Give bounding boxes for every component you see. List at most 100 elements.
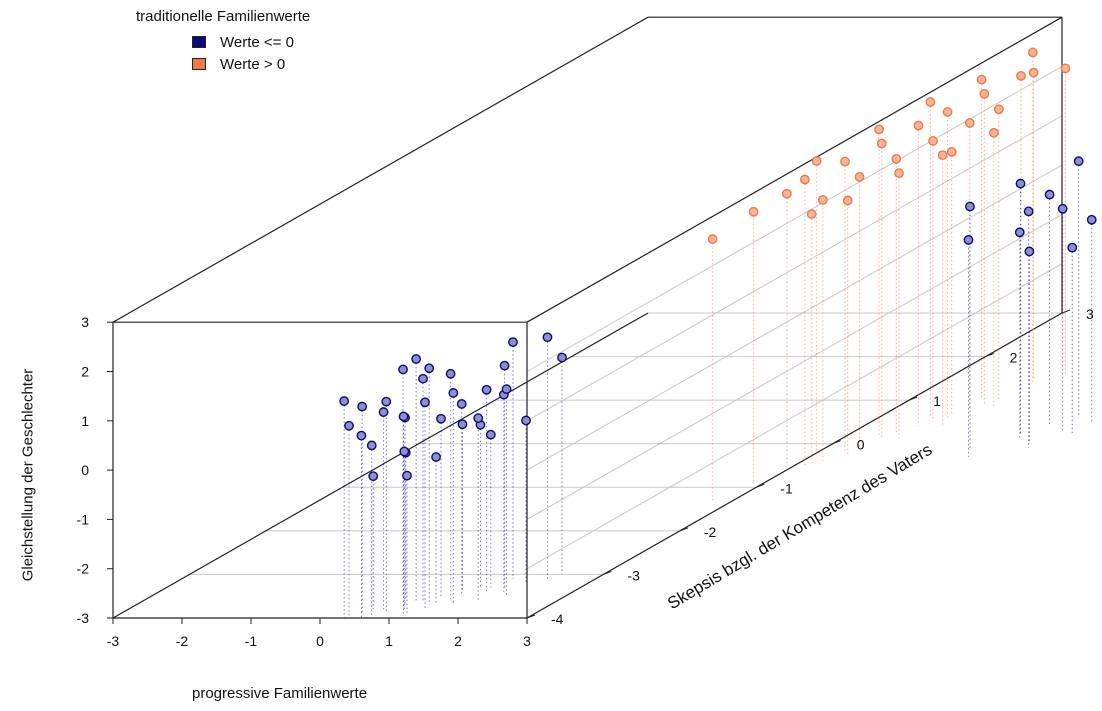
point-werte-low bbox=[418, 373, 428, 384]
point-werte-low bbox=[1024, 246, 1035, 257]
point-werte-high bbox=[964, 118, 975, 128]
y-tick-label: 2 bbox=[81, 364, 89, 380]
point-werte-high bbox=[1028, 67, 1039, 78]
y-tick-label: -2 bbox=[77, 561, 90, 577]
point-werte-high bbox=[937, 150, 948, 161]
z-tick-label: 3 bbox=[1086, 306, 1094, 322]
point-werte-high bbox=[806, 209, 817, 219]
x-axis-title: progressive Familienwerte bbox=[192, 685, 368, 702]
point-werte-high bbox=[989, 127, 999, 138]
point-werte-low bbox=[420, 397, 430, 408]
chart-tick-labels: -3 -2 -1 0 1 2 3 -3 -2 -1 0 1 2 3 -4 -3 -2 -1 0 1 2 3 bbox=[77, 306, 1094, 649]
point-werte-low bbox=[1023, 206, 1034, 217]
point-werte-high bbox=[894, 168, 904, 179]
point-werte-high bbox=[979, 89, 990, 99]
x-tick-label: -3 bbox=[107, 633, 120, 649]
z-tick-mark bbox=[832, 440, 841, 445]
point-werte-high bbox=[913, 120, 924, 131]
point-werte-high bbox=[842, 195, 853, 206]
x-tick-label: 1 bbox=[385, 633, 393, 649]
chart-drop-lines bbox=[343, 52, 1093, 618]
z-tick-mark bbox=[679, 527, 689, 532]
point-werte-low bbox=[473, 413, 484, 424]
point-werte-low bbox=[344, 420, 354, 431]
chart-box bbox=[112, 16, 1063, 619]
point-werte-low bbox=[381, 396, 392, 407]
point-werte-high bbox=[1027, 47, 1038, 58]
point-werte-high bbox=[707, 234, 718, 244]
point-werte-low bbox=[366, 440, 377, 451]
wall-grid-line bbox=[526, 263, 1063, 570]
point-werte-high bbox=[928, 136, 938, 146]
point-werte-low bbox=[499, 360, 510, 371]
point-werte-low bbox=[481, 384, 492, 395]
x-tick-label: 2 bbox=[454, 633, 462, 649]
point-werte-high bbox=[976, 74, 987, 85]
point-werte-high bbox=[781, 188, 792, 199]
point-werte-low bbox=[431, 452, 441, 462]
y-tick-label: 3 bbox=[81, 314, 89, 330]
y-tick-label: -1 bbox=[77, 511, 90, 527]
point-werte-low bbox=[456, 399, 467, 409]
wall-grid-line bbox=[526, 115, 1063, 422]
point-werte-low bbox=[357, 401, 368, 412]
point-werte-high bbox=[942, 107, 953, 117]
point-werte-low bbox=[399, 446, 410, 457]
chart-grid bbox=[113, 16, 1063, 619]
point-werte-low bbox=[501, 384, 512, 395]
point-werte-low bbox=[339, 396, 350, 406]
point-werte-low bbox=[1044, 189, 1055, 200]
legend-label-low: Werte <= 0 bbox=[220, 33, 294, 51]
box-edge bbox=[526, 16, 1063, 323]
point-werte-low bbox=[398, 411, 409, 422]
legend-title: traditionelle Familienwerte bbox=[136, 8, 311, 25]
point-werte-low bbox=[965, 201, 975, 212]
z-tick-mark bbox=[526, 614, 536, 619]
z-tick-label: 1 bbox=[933, 393, 941, 409]
chart-legend: traditionelle Familienwerte Werte <= 0 W… bbox=[136, 8, 310, 75]
z-tick-label: -4 bbox=[551, 611, 564, 627]
legend-item-high: Werte > 0 bbox=[192, 53, 310, 75]
point-werte-low bbox=[963, 234, 974, 245]
point-werte-low bbox=[424, 363, 435, 374]
x-tick-label: -2 bbox=[176, 633, 189, 649]
box-edge bbox=[112, 16, 649, 323]
z-tick-label: 0 bbox=[857, 437, 865, 453]
z-tick-label: -2 bbox=[704, 524, 717, 540]
point-werte-high bbox=[1016, 71, 1026, 81]
box-edge bbox=[112, 312, 649, 619]
legend-item-low: Werte <= 0 bbox=[192, 31, 310, 53]
legend-swatch-high bbox=[192, 58, 206, 70]
point-werte-high bbox=[925, 97, 936, 107]
point-werte-low bbox=[402, 470, 412, 481]
point-werte-low bbox=[542, 332, 553, 343]
z-tick-mark bbox=[603, 570, 612, 575]
z-tick-mark bbox=[985, 353, 994, 358]
point-werte-low bbox=[485, 429, 496, 440]
point-werte-low bbox=[378, 407, 389, 417]
point-werte-high bbox=[811, 156, 822, 166]
point-werte-low bbox=[1067, 242, 1078, 253]
point-werte-low bbox=[411, 354, 422, 364]
point-werte-low bbox=[1015, 178, 1026, 189]
point-werte-high bbox=[799, 174, 810, 185]
point-werte-high bbox=[748, 206, 759, 217]
chart-points bbox=[339, 47, 1097, 482]
x-tick-label: -1 bbox=[245, 633, 258, 649]
x-tick-label: 3 bbox=[523, 633, 531, 649]
y-tick-label: -3 bbox=[77, 610, 90, 626]
point-werte-high bbox=[854, 172, 865, 182]
point-werte-low bbox=[1014, 227, 1025, 238]
legend-swatch-low bbox=[192, 36, 206, 48]
y-axis-title: Gleichstellung der Geschlechter bbox=[19, 368, 37, 582]
point-werte-high bbox=[817, 194, 828, 205]
point-werte-high bbox=[874, 124, 884, 135]
z-tick-label: -1 bbox=[780, 480, 793, 496]
z-tick-mark bbox=[908, 396, 918, 401]
z-tick-label: -3 bbox=[627, 567, 640, 583]
point-werte-low bbox=[356, 430, 367, 441]
z-tick-mark bbox=[756, 483, 765, 488]
point-werte-low bbox=[521, 415, 531, 426]
y-tick-label: 1 bbox=[81, 413, 89, 429]
